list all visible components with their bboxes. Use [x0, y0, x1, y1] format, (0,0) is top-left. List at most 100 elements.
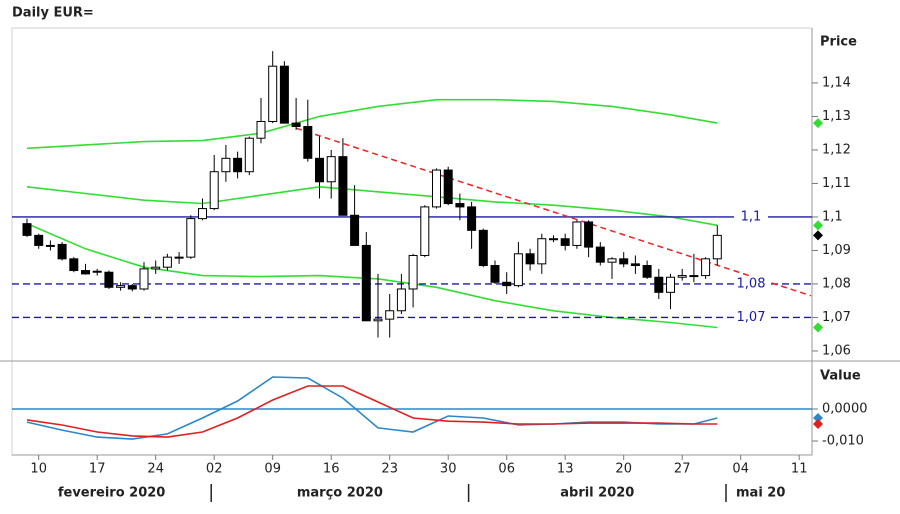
- candle-body: [502, 281, 512, 287]
- candle-body: [712, 234, 722, 260]
- candle-body: [268, 65, 278, 122]
- month-label: março 2020: [297, 486, 383, 501]
- candle-body: [490, 265, 500, 283]
- candle-body: [630, 263, 640, 267]
- candle-body: [549, 238, 558, 241]
- candle-body: [22, 223, 32, 236]
- candle-body: [666, 276, 675, 293]
- level-label: 1,07: [737, 310, 766, 325]
- candle-body: [338, 156, 348, 216]
- candle-body: [654, 276, 664, 293]
- candle-body: [584, 221, 594, 248]
- candle-body: [279, 65, 289, 124]
- y-tick-label: 1,07: [822, 310, 851, 325]
- candle-body: [455, 203, 465, 208]
- month-label: mai 20: [736, 486, 785, 501]
- last-value-marker: [813, 419, 823, 430]
- candle-body: [408, 254, 418, 290]
- candle-body: [151, 266, 161, 270]
- candle-body: [619, 258, 629, 265]
- level-label: 1,08: [737, 276, 766, 291]
- candle-body: [689, 275, 699, 278]
- x-tick-label: 17: [89, 462, 106, 477]
- candle-body: [256, 120, 266, 139]
- candle-body: [57, 243, 67, 260]
- band-line: [26, 98, 718, 150]
- y-tick-label: -0,010: [822, 433, 864, 448]
- candle-body: [607, 258, 617, 263]
- candle-body: [478, 229, 488, 267]
- candle-body: [361, 244, 371, 322]
- last-value-marker: [813, 412, 823, 423]
- x-tick-label: 24: [147, 462, 164, 477]
- y-tick-label: 1,06: [822, 343, 851, 358]
- candle-body: [350, 214, 360, 246]
- candle-body: [81, 270, 90, 275]
- x-tick-label: 02: [206, 462, 223, 477]
- y-tick-label: 1,08: [822, 276, 851, 291]
- indicator-line: [26, 376, 718, 440]
- candle-body: [560, 238, 570, 246]
- chart-title: Daily EUR=: [12, 6, 94, 21]
- candle-body: [513, 253, 523, 287]
- candle-body: [233, 157, 243, 173]
- candle-body: [420, 206, 430, 256]
- candle-body: [162, 256, 172, 268]
- x-tick-label: 09: [264, 462, 281, 477]
- x-tick-label: 16: [323, 462, 340, 477]
- candle-body: [443, 169, 453, 205]
- candle-body: [69, 258, 79, 272]
- candle-body: [701, 258, 711, 277]
- candle-body: [139, 268, 149, 290]
- y-tick-label: 1,14: [822, 75, 851, 90]
- candle-body: [572, 221, 582, 246]
- last-value-marker: [813, 230, 823, 241]
- candle-body: [209, 171, 219, 210]
- y-tick-label: 1,1: [822, 209, 843, 224]
- last-value-marker: [813, 220, 823, 231]
- last-value-marker: [813, 322, 823, 333]
- candle-body: [45, 244, 55, 247]
- x-tick-label: 11: [791, 462, 808, 477]
- band-line: [26, 185, 718, 227]
- level-label: 1,1: [741, 209, 762, 224]
- candle-body: [467, 206, 477, 231]
- axes: 1,06 1,07 1,08 1,09 1,1 1,11 1,12 1,13 1,14 0,000…: [30, 75, 868, 502]
- level-label-bg: [734, 208, 768, 225]
- candle-body: [315, 157, 324, 183]
- y-tick-label: 1,11: [822, 176, 851, 191]
- candle-body: [396, 288, 406, 312]
- level-label-bg: [734, 275, 768, 292]
- candle-body: [642, 265, 652, 278]
- x-tick-label: 20: [615, 462, 632, 477]
- x-tick-label: 30: [440, 462, 457, 477]
- y-tick-label: 1,09: [822, 243, 851, 258]
- price-panel: [12, 51, 812, 338]
- candle-body: [34, 234, 44, 246]
- candle-body: [373, 318, 383, 322]
- indicator-panel: [12, 376, 812, 440]
- candle-body: [104, 271, 114, 288]
- candle-body: [198, 208, 207, 220]
- candle-body: [186, 218, 196, 258]
- candle-body: [385, 310, 395, 320]
- trend-line: [295, 127, 812, 297]
- x-tick-label: 06: [498, 462, 515, 477]
- x-tick-label: 04: [732, 462, 749, 477]
- last-value-marker: [813, 118, 823, 129]
- y-tick-label: 1,12: [822, 142, 851, 157]
- level-label-bg: [734, 309, 768, 326]
- month-label: abril 2020: [560, 486, 634, 501]
- x-tick-label: 27: [674, 462, 691, 477]
- candle-body: [174, 256, 184, 259]
- candle-body: [595, 246, 605, 263]
- candle-body: [677, 275, 687, 278]
- candle-body: [303, 125, 313, 159]
- candle-body: [537, 238, 547, 265]
- y-tick-label: 0,0000: [822, 401, 868, 416]
- candle-body: [326, 156, 336, 183]
- x-tick-label: 23: [381, 462, 398, 477]
- candle-body: [291, 122, 301, 127]
